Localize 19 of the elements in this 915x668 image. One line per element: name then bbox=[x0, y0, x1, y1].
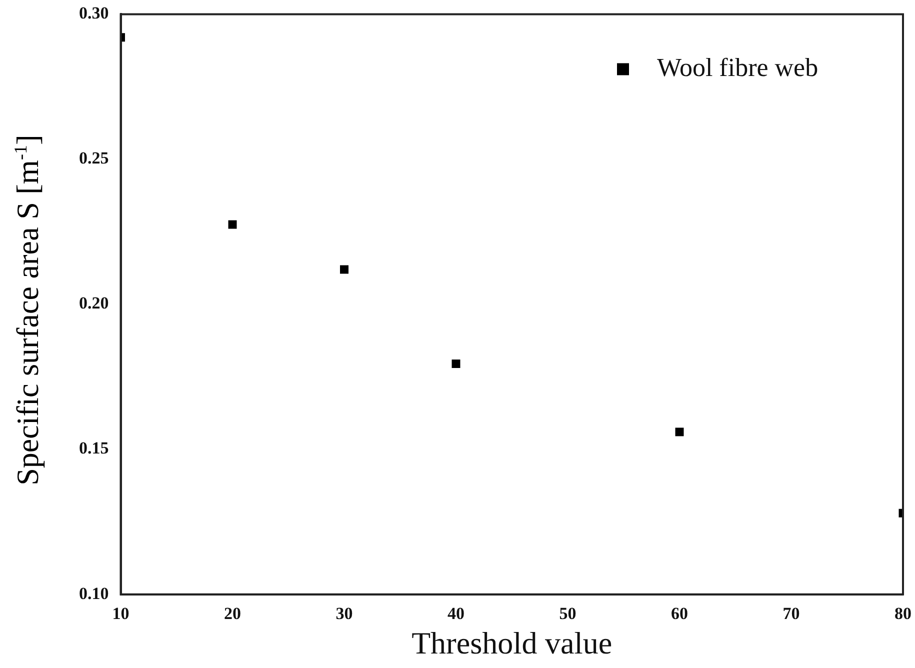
y-tick-label: 0.15 bbox=[79, 438, 109, 458]
y-tick-label: 0.10 bbox=[79, 584, 109, 603]
point bbox=[675, 428, 684, 436]
x-tick-label: 10 bbox=[112, 604, 130, 623]
y-tick-label: 0.20 bbox=[79, 294, 109, 313]
y-tick-label: 0.30 bbox=[79, 4, 109, 23]
y-tick-label: 0.25 bbox=[79, 148, 109, 168]
x-axis-title: Threshold value bbox=[412, 626, 612, 661]
x-tick-label: 20 bbox=[224, 604, 241, 623]
point bbox=[228, 220, 237, 229]
point bbox=[340, 265, 348, 274]
legend-label: Wool fibre web bbox=[657, 53, 818, 82]
x-tick-label: 60 bbox=[671, 604, 688, 623]
x-tick-label: 80 bbox=[894, 604, 912, 623]
point bbox=[452, 360, 460, 368]
x-tick-label: 70 bbox=[782, 604, 800, 623]
x-tick-label: 40 bbox=[448, 604, 464, 623]
x-tick-label: 50 bbox=[559, 604, 576, 623]
x-tick-label: 30 bbox=[336, 604, 353, 623]
